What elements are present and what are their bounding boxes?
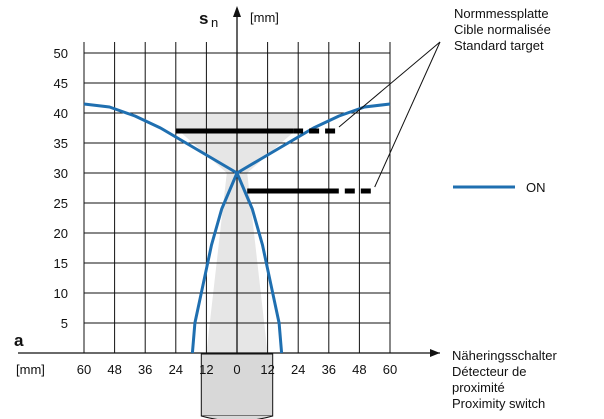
x-tick-label: 60 (77, 362, 91, 377)
switch-annotation-line: Détecteur de (452, 364, 526, 379)
x-tick-label: 12 (260, 362, 274, 377)
x-tick-label: 60 (383, 362, 397, 377)
y-axis-unit: [mm] (250, 10, 279, 25)
y-tick-label: 40 (54, 106, 68, 121)
switch-annotation-line: proximité (452, 380, 505, 395)
y-axis-symbol: s (199, 9, 208, 28)
legend-on-label: ON (526, 180, 546, 195)
y-tick-label: 25 (54, 196, 68, 211)
y-tick-label: 50 (54, 46, 68, 61)
y-tick-label: 15 (54, 256, 68, 271)
target-annotation-line: Normmessplatte (454, 6, 549, 21)
x-axis-unit: [mm] (16, 362, 45, 377)
x-tick-label: 48 (352, 362, 366, 377)
x-tick-label: 36 (138, 362, 152, 377)
x-tick-label: 12 (199, 362, 213, 377)
switch-annotation-line: Proximity switch (452, 396, 545, 411)
x-axis-symbol: a (14, 331, 24, 350)
y-tick-label: 10 (54, 286, 68, 301)
on-curve-right-outer (190, 102, 391, 354)
y-tick-label: 5 (61, 316, 68, 331)
y-tick-label: 20 (54, 226, 68, 241)
y-axis-subscript: n (211, 15, 218, 30)
y-axis-arrow (233, 6, 241, 17)
y-tick-label: 45 (54, 76, 68, 91)
proximity-switch-bottom (201, 415, 273, 419)
proximity-switch-body (200, 353, 274, 417)
y-tick-label: 35 (54, 136, 68, 151)
x-axis-arrow (430, 349, 440, 357)
y-tick-label: 30 (54, 166, 68, 181)
x-tick-label: 0 (233, 362, 240, 377)
target-leader-1 (338, 41, 441, 128)
x-tick-label: 24 (169, 362, 183, 377)
target-annotation-line: Cible normalisée (454, 22, 551, 37)
x-tick-label: 36 (322, 362, 336, 377)
on-curve-left-outer (83, 102, 284, 354)
target-leader-2 (374, 41, 441, 188)
x-tick-label: 24 (291, 362, 305, 377)
x-tick-label: 48 (107, 362, 121, 377)
switch-annotation-line: Näheringsschalter (452, 348, 557, 363)
target-annotation-line: Standard target (454, 38, 544, 53)
